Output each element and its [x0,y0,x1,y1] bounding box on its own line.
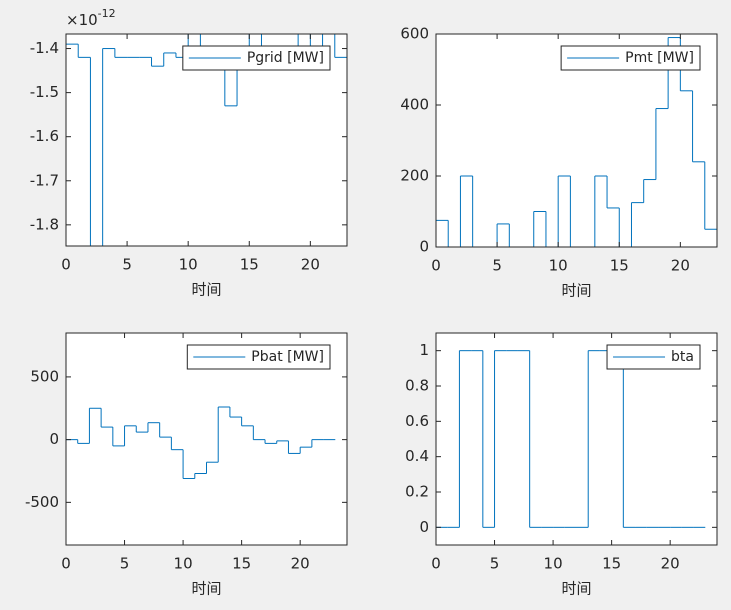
y-tick-label: -1.7 [30,171,59,189]
legend: Pmt [MW] [560,45,701,71]
legend: bta [606,344,701,370]
y-tick-label: 0.6 [405,412,429,430]
axes-frame [65,33,348,247]
exponent-base: ×10 [66,11,98,29]
x-tick-label: 20 [671,257,690,275]
x-axis-label: 时间 [191,281,221,299]
x-tick-label: 10 [544,555,563,573]
y-tick-label: 200 [400,167,429,185]
y-tick-label: 0.8 [405,377,429,395]
y-tick-label: -1.6 [30,127,59,145]
y-tick-label: -1.8 [30,215,59,233]
x-tick-label: 15 [610,257,629,275]
axes: 0 5 10 15 20 -1.8 -1.7 -1.6 -1.5 -1.4 时间 ×10-12 Pgri… [30,7,348,299]
y-tick-label: 0 [49,430,59,448]
x-tick-label: 0 [61,555,71,573]
axes: 0 5 10 15 20 0 0.2 0.4 0.6 0.8 1 时间 bta [405,332,718,598]
x-tick-label: 10 [549,257,568,275]
legend: Pbat [MW] [186,344,331,370]
y-tick-label: 0.4 [405,447,429,465]
x-tick-label: 20 [661,555,680,573]
legend-label: Pmt [MW] [625,50,694,66]
x-tick-label: 0 [431,555,441,573]
x-tick-label: 20 [291,555,310,573]
y-exponent: ×10-12 [66,7,116,29]
x-tick-label: 15 [240,256,259,274]
axes-frame [435,332,718,546]
series-group [66,406,336,480]
axes-frame [65,332,348,546]
x-tick-label: 5 [122,256,132,274]
series-group [436,350,706,528]
legend-label: bta [671,349,694,365]
legend-label: Pgrid [MW] [247,50,324,66]
x-tick-label: 5 [490,555,500,573]
y-tick-label: -500 [25,493,59,511]
legend: Pgrid [MW] [182,45,331,71]
y-tick-label: 0.2 [405,483,429,501]
x-tick-label: 5 [120,555,130,573]
x-tick-label: 0 [431,257,441,275]
y-tick-label: 0 [419,518,429,536]
y-tick-label: 1 [419,341,429,359]
x-axis-label: 时间 [561,580,591,598]
axes: 0 5 10 15 20 -500 0 500 时间 Pbat [MW] [25,332,348,598]
y-tick-label: -1.5 [30,83,59,101]
y-tick-label: 500 [30,367,59,385]
x-axis-label: 时间 [191,580,221,598]
y-tick-label: 0 [419,238,429,256]
x-tick-label: 15 [602,555,621,573]
x-tick-label: 15 [232,555,251,573]
y-tick-label: -1.4 [30,39,59,57]
x-tick-label: 5 [492,257,502,275]
y-tick-label: 600 [400,25,429,43]
x-axis-label: 时间 [561,282,591,300]
y-tick-label: 400 [400,96,429,114]
x-tick-label: 10 [179,256,198,274]
axes-frame [435,33,718,248]
x-tick-label: 20 [301,256,320,274]
x-tick-label: 10 [174,555,193,573]
exponent-power: -12 [98,7,116,20]
legend-label: Pbat [MW] [251,349,324,365]
x-tick-label: 0 [61,256,71,274]
